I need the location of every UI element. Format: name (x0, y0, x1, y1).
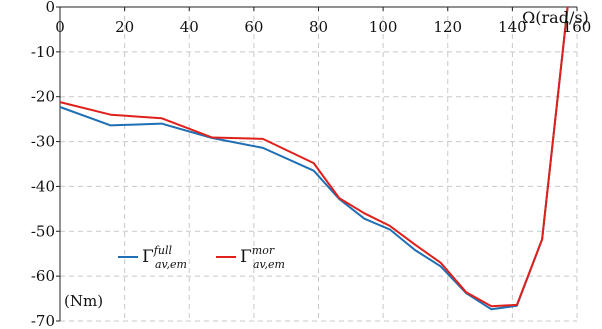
legend-label: Γmor av,em (240, 244, 285, 271)
y-tick-label: -60 (31, 267, 55, 285)
legend-item: Γfull av,em (118, 244, 187, 271)
y-tick-label: -70 (31, 312, 55, 329)
y-tick-label: -30 (31, 133, 55, 151)
y-tick-label: 0 (45, 0, 55, 16)
y-tick-label: -10 (31, 43, 55, 61)
x-tick-label: 160 (563, 18, 592, 36)
x-tick-label: 80 (309, 18, 328, 36)
legend-label: Γfull av,em (142, 244, 187, 271)
x-axis-label: Ω(rad/s) (522, 8, 589, 27)
x-tick-label: 20 (115, 18, 134, 36)
legend: Γfull av,em Γmor av,em (118, 244, 285, 271)
grid (59, 6, 578, 322)
y-unit-label: (Nm) (64, 292, 103, 310)
legend-item: Γmor av,em (216, 244, 285, 271)
x-tick-label: 140 (498, 18, 527, 36)
x-tick-label: 60 (244, 18, 263, 36)
x-tick-label: 40 (180, 18, 199, 36)
series-line-full (59, 6, 569, 311)
series-group (59, 6, 569, 311)
series-line-mor (59, 6, 569, 308)
x-tick-label: 100 (369, 18, 398, 36)
x-tick-label: 0 (55, 18, 65, 36)
tick-labels: 0 20 40 60 80 100 120 140 1600-10-20-30-40-50-60… (31, 0, 591, 329)
y-tick-label: -20 (31, 88, 55, 106)
y-tick-label: -50 (31, 222, 55, 240)
axes (56, 6, 578, 322)
x-tick-label: 120 (433, 18, 462, 36)
y-tick-label: -40 (31, 177, 55, 195)
